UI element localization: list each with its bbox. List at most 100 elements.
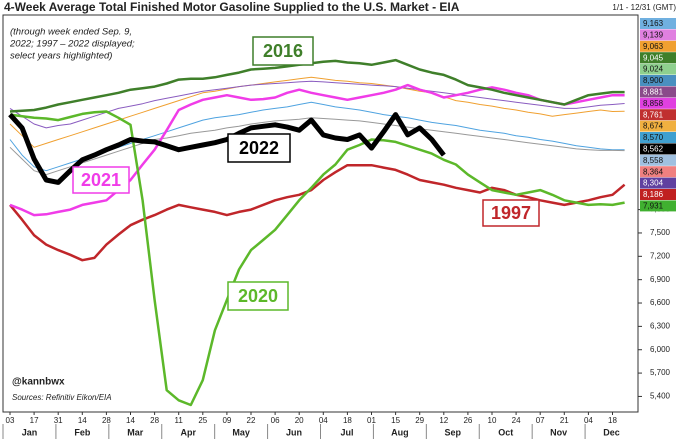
month-label: Mar <box>127 427 144 437</box>
legend-box <box>72 166 130 194</box>
y-tick-label: 6,900 <box>650 275 671 284</box>
y-tick-label: 6,000 <box>650 345 671 354</box>
legend-label: 2020 <box>238 286 278 306</box>
end-value-box <box>640 177 676 189</box>
month-label: Dec <box>603 427 620 437</box>
end-value-box <box>640 52 676 64</box>
month-label: Jan <box>22 427 38 437</box>
end-value-label: 8,304 <box>643 179 664 188</box>
series-line <box>9 80 625 129</box>
end-value-label: 9,139 <box>643 31 664 40</box>
y-tick-label: 5,400 <box>650 392 671 401</box>
month-label: Jun <box>286 427 302 437</box>
x-tick-label: 14 <box>126 416 135 425</box>
x-tick-label: 03 <box>6 416 15 425</box>
y-tick-label: 6,600 <box>650 298 671 307</box>
x-tick-label: 29 <box>415 416 424 425</box>
y-tick-label: 7,500 <box>650 228 671 237</box>
series-line <box>9 83 625 217</box>
end-value-box <box>640 29 676 41</box>
x-tick-label: 14 <box>78 416 87 425</box>
legend-label: 1997 <box>491 203 531 223</box>
end-value-box <box>640 143 676 155</box>
end-value-box <box>640 86 676 98</box>
month-label: Sep <box>445 427 462 437</box>
note: 2022; 1997 – 2022 displayed; <box>9 39 135 50</box>
end-value-label: 8,674 <box>643 122 664 131</box>
end-value-box <box>640 120 676 132</box>
end-value-label: 9,045 <box>643 53 664 62</box>
x-tick-label: 15 <box>391 416 400 425</box>
x-tick-label: 12 <box>439 416 448 425</box>
legend-box <box>482 199 540 227</box>
end-value-box <box>640 63 676 75</box>
end-value-label: 8,562 <box>643 145 664 154</box>
series-line <box>9 76 625 148</box>
end-value-label: 9,163 <box>643 19 664 28</box>
legend-label: 2022 <box>239 138 279 158</box>
x-tick-label: 06 <box>271 416 280 425</box>
end-value-box <box>640 75 676 86</box>
month-label: Jul <box>340 427 353 437</box>
series-line <box>8 112 446 185</box>
note: select years highlighted) <box>10 51 112 62</box>
x-tick-label: 28 <box>102 416 111 425</box>
end-value-label: 8,881 <box>643 88 664 97</box>
x-tick-label: 01 <box>367 416 376 425</box>
end-value-label: 9,063 <box>643 42 664 51</box>
end-value-label: 8,558 <box>643 156 664 165</box>
series-line <box>9 117 625 176</box>
y-tick-label: 7,200 <box>650 251 671 260</box>
note: (through week ended Sep. 9, <box>10 27 132 38</box>
x-tick-label: 18 <box>343 416 352 425</box>
x-tick-label: 24 <box>512 416 521 425</box>
end-value-box <box>640 154 676 166</box>
month-label: Feb <box>74 427 91 437</box>
y-tick-label: 6,300 <box>650 321 671 330</box>
end-value-box <box>640 166 676 178</box>
month-label: Oct <box>498 427 513 437</box>
plot-frame <box>2 14 639 413</box>
chart-title: 4-Week Average Total Finished Motor Gaso… <box>4 0 460 14</box>
credit: @kannbwx <box>12 377 65 388</box>
end-value-label: 8,570 <box>643 133 664 142</box>
month-label: May <box>232 427 250 437</box>
x-tick-label: 25 <box>198 416 207 425</box>
x-tick-label: 18 <box>608 416 617 425</box>
series-line <box>9 58 625 113</box>
series-line <box>9 110 625 407</box>
legend-box <box>227 281 289 311</box>
end-value-box <box>640 200 676 212</box>
x-tick-label: 28 <box>150 416 159 425</box>
x-tick-label: 11 <box>175 416 184 425</box>
x-tick-label: 21 <box>560 416 569 425</box>
x-tick-label: 26 <box>463 416 472 425</box>
y-tick-label: 5,700 <box>650 368 671 377</box>
x-tick-label: 04 <box>319 416 328 425</box>
legend-box <box>227 133 291 163</box>
end-value-box <box>640 40 676 52</box>
x-tick-label: 17 <box>30 416 39 425</box>
x-tick-label: 04 <box>584 416 593 425</box>
legend-label: 2021 <box>81 170 121 190</box>
x-tick-label: 31 <box>54 416 63 425</box>
series-line <box>9 163 626 262</box>
end-value-label: 8,186 <box>643 190 664 199</box>
end-value-label: 7,931 <box>643 202 664 211</box>
end-value-box <box>640 189 676 200</box>
end-value-label: 9,024 <box>643 65 664 74</box>
end-value-label: 8,761 <box>643 110 664 119</box>
end-value-box <box>640 18 676 29</box>
x-tick-label: 09 <box>222 416 231 425</box>
legend-label: 2016 <box>263 41 303 61</box>
source: Sources: Refinitiv Eikon/EIA <box>12 393 112 402</box>
month-label: Aug <box>391 427 409 437</box>
range-label: 1/1 - 12/31 (GMT) <box>612 3 676 12</box>
end-value-label: 8,858 <box>643 99 664 108</box>
legend-box <box>252 36 314 66</box>
month-label: Apr <box>180 427 196 437</box>
end-value-label: 8,900 <box>643 76 664 85</box>
end-value-box <box>640 97 676 109</box>
x-tick-label: 10 <box>488 416 497 425</box>
